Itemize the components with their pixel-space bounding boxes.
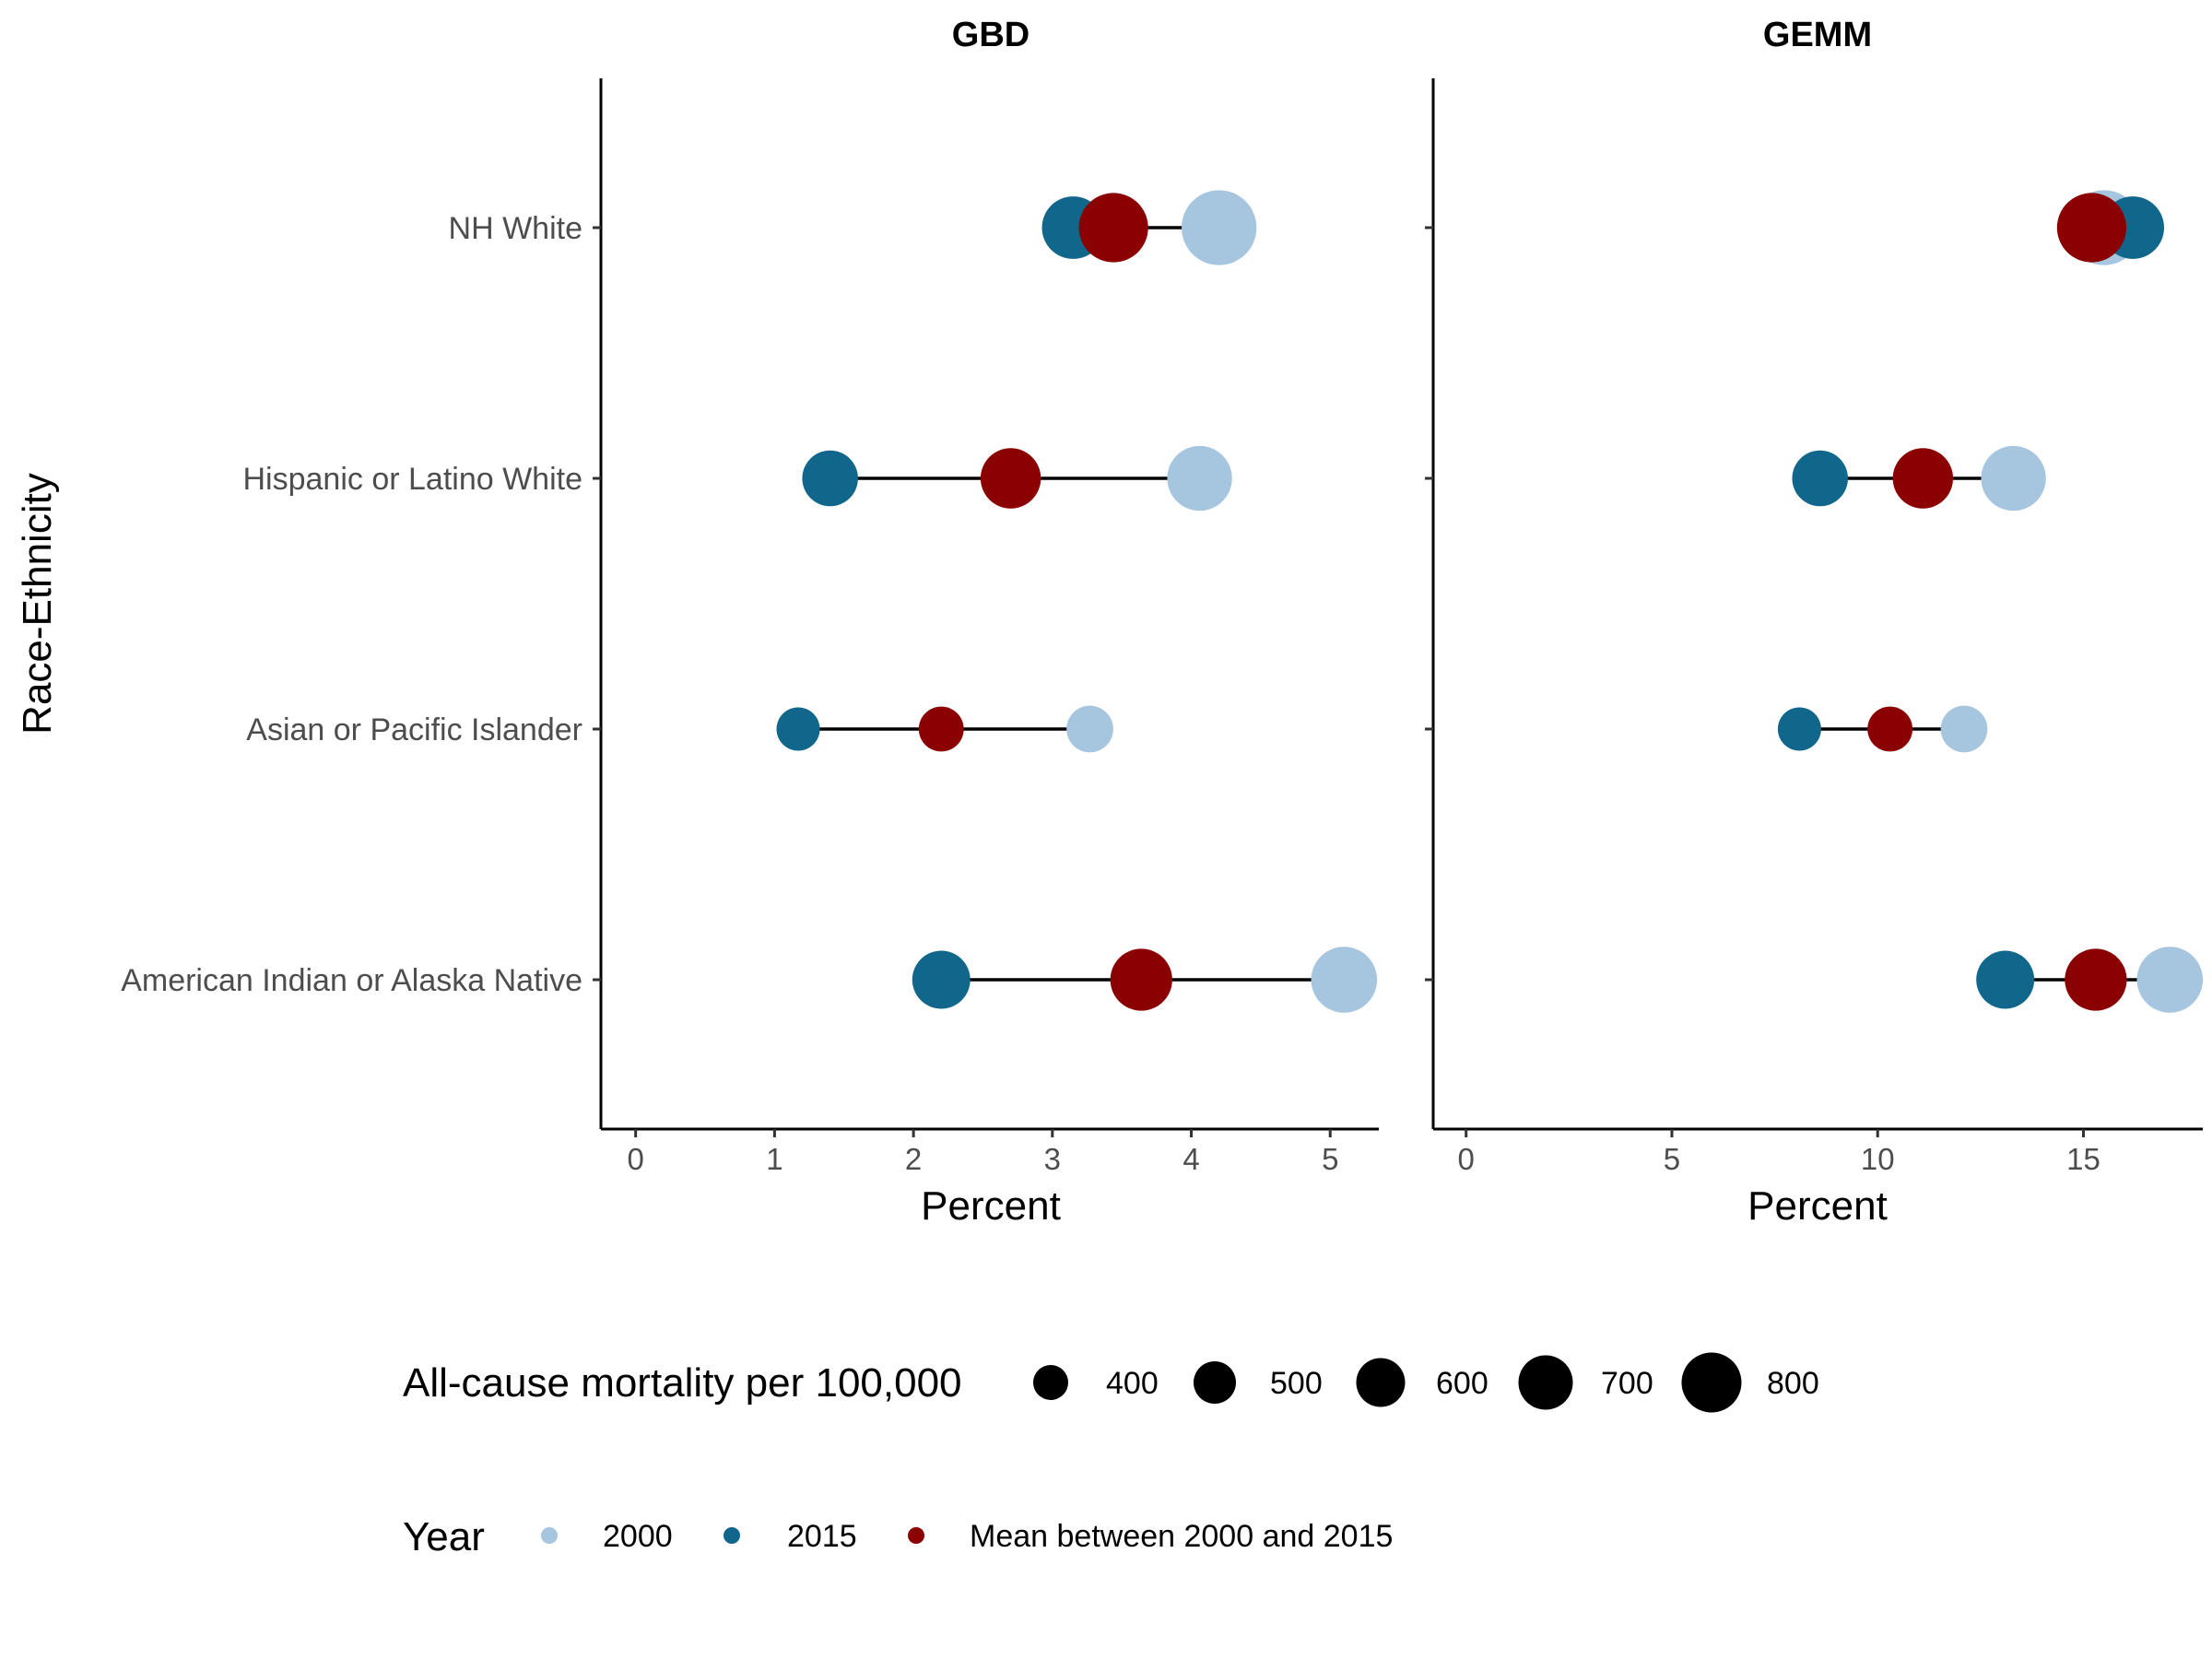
x-tick-label: 10 <box>1861 1142 1895 1176</box>
point-y2000-hispanic-or-latino-white <box>1167 445 1232 512</box>
size-legend-dot-400 <box>1033 1365 1068 1400</box>
point-mean-american-indian-or-alaska-native <box>1110 948 1172 1011</box>
x-tick-label: 2 <box>905 1142 922 1176</box>
x-axis-title-gbd: Percent <box>921 1183 1061 1229</box>
point-y2015-asian-or-pacific-islander <box>776 707 820 751</box>
panel-gbd: 0 1 2 3 4 5 <box>593 78 1379 1176</box>
x-tick-label: 4 <box>1182 1142 1199 1176</box>
point-mean-nh-white <box>1078 193 1148 263</box>
size-legend-title: All-cause mortality per 100,000 <box>403 1360 962 1406</box>
point-y2000-hispanic-or-latino-white <box>1981 445 2046 512</box>
point-y2015-american-indian-or-alaska-native <box>1976 950 2035 1009</box>
panel-title-gbd: GBD <box>952 16 1030 54</box>
x-tick-label: 1 <box>766 1142 782 1176</box>
year-legend-label-2015: 2015 <box>787 1519 857 1554</box>
size-legend-dot-800 <box>1681 1352 1742 1413</box>
point-mean-american-indian-or-alaska-native <box>2065 948 2127 1011</box>
point-mean-nh-white <box>2056 193 2127 263</box>
size-legend: 400 500 600 700 800 <box>1033 1352 1819 1413</box>
point-y2015-hispanic-or-latino-white <box>1792 450 1848 507</box>
size-legend-dot-500 <box>1194 1361 1236 1404</box>
year-legend-title: Year <box>403 1514 485 1559</box>
y-tick-label-nh-white: NH White <box>449 211 582 246</box>
point-mean-hispanic-or-latino-white <box>1892 448 1954 509</box>
point-y2015-american-indian-or-alaska-native <box>912 950 971 1009</box>
size-legend-label-500: 500 <box>1270 1366 1323 1401</box>
point-y2015-hispanic-or-latino-white <box>802 450 858 507</box>
y-tick-label-asian-or-pacific-islander: Asian or Pacific Islander <box>246 712 582 747</box>
x-tick-label: 15 <box>2066 1142 2100 1176</box>
x-tick-label: 3 <box>1044 1142 1061 1176</box>
point-y2015-asian-or-pacific-islander <box>1777 707 1821 751</box>
year-legend-label-2000: 2000 <box>603 1519 673 1554</box>
point-y2000-american-indian-or-alaska-native <box>1311 947 1378 1013</box>
year-legend-dot-2015 <box>724 1527 740 1544</box>
y-tick-label-hispanic-or-latino-white: Hispanic or Latino White <box>242 462 582 497</box>
panel-title-gemm: GEMM <box>1763 16 1872 54</box>
point-y2000-american-indian-or-alaska-native <box>2136 947 2204 1013</box>
size-legend-dot-700 <box>1518 1355 1573 1410</box>
x-tick-label: 0 <box>627 1142 643 1176</box>
point-mean-asian-or-pacific-islander <box>1867 706 1913 752</box>
y-tick-label-american-indian-or-alaska-native: American Indian or Alaska Native <box>121 963 582 998</box>
point-mean-hispanic-or-latino-white <box>980 448 1041 509</box>
point-y2000-asian-or-pacific-islander <box>1940 705 1988 753</box>
size-legend-label-400: 400 <box>1106 1366 1159 1401</box>
year-legend-label-mean-between-2000-and-2015: Mean between 2000 and 2015 <box>970 1519 1393 1554</box>
x-tick-label: 5 <box>1322 1142 1338 1176</box>
year-legend: 2000 2015 Mean between 2000 and 2015 <box>541 1519 1393 1554</box>
size-legend-label-600: 600 <box>1436 1366 1488 1401</box>
size-legend-dot-600 <box>1356 1358 1406 1407</box>
panels-layer: 0 1 2 3 4 5 0 5 10 15 <box>593 78 2204 1176</box>
size-legend-label-700: 700 <box>1601 1366 1653 1401</box>
y-tick-labels: NH White Hispanic or Latino White Asian or… <box>121 211 582 998</box>
point-mean-asian-or-pacific-islander <box>918 706 964 752</box>
point-y2000-nh-white <box>1182 190 1257 265</box>
x-axis-title-gemm: Percent <box>1747 1183 1888 1229</box>
x-tick-label: 0 <box>1458 1142 1475 1176</box>
x-tick-label: 5 <box>1664 1142 1680 1176</box>
panel-gemm: 0 5 10 15 <box>1425 78 2204 1176</box>
size-legend-label-800: 800 <box>1767 1366 1819 1401</box>
point-y2000-asian-or-pacific-islander <box>1066 705 1113 753</box>
year-legend-dot-mean-between-2000-and-2015 <box>908 1527 924 1544</box>
year-legend-dot-2000 <box>541 1527 558 1544</box>
y-axis-title: Race-Ethnicity <box>15 473 60 735</box>
